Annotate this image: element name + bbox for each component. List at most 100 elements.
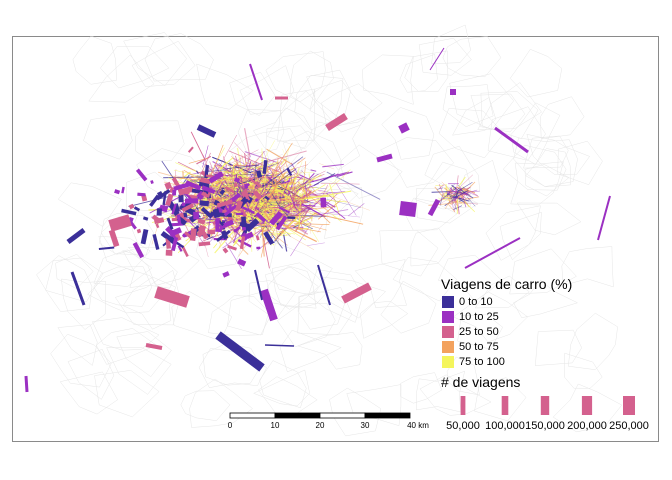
flow-line-thick [181, 201, 186, 207]
municipal-boundary [442, 36, 502, 78]
flow-line [280, 160, 285, 166]
flow-line [282, 149, 288, 163]
flow-line-thick [320, 197, 327, 208]
municipal-boundary [509, 248, 577, 295]
flow-line [193, 168, 197, 173]
flow-line [265, 232, 286, 235]
size-legend-label-4: 200,000 [567, 420, 607, 432]
flow-line [457, 187, 474, 199]
flow-line-thick [264, 195, 270, 201]
flow-line [315, 189, 370, 211]
flow-line [268, 168, 274, 175]
flow-line [441, 181, 450, 189]
flow-line [284, 179, 290, 184]
municipal-boundary [189, 378, 253, 428]
municipal-boundary [131, 40, 196, 87]
flow-line [277, 221, 317, 243]
flow-line [260, 206, 273, 213]
flow-line [206, 195, 231, 202]
scale-tick-0: 0 [227, 421, 233, 430]
flow-line-thick [262, 159, 268, 174]
flow-line-major [108, 214, 132, 232]
municipal-boundary [289, 50, 334, 110]
flow-line [206, 235, 214, 241]
flow-line-thick [275, 215, 288, 231]
flow-line-thick [256, 170, 263, 178]
municipal-boundary [438, 108, 504, 159]
flow-line [291, 173, 325, 190]
municipal-boundary [487, 106, 546, 161]
municipal-boundary [229, 71, 276, 116]
scale-segment-4 [364, 412, 411, 419]
size-legend-swatch-3 [540, 396, 550, 415]
color-legend-label-4: 50 to 75 [459, 341, 499, 353]
municipal-boundary [45, 257, 104, 303]
flow-line-major [597, 195, 611, 241]
flow-line [455, 175, 459, 195]
flow-line [258, 207, 260, 211]
flow-line [448, 189, 468, 198]
municipal-boundary [36, 255, 93, 312]
flow-line [214, 164, 222, 167]
municipal-boundary [266, 90, 333, 149]
size-legend-label-1: 50,000 [446, 420, 480, 432]
flow-line-thick [152, 233, 160, 250]
municipal-boundary [513, 137, 578, 187]
flow-line-thick [219, 189, 226, 196]
municipal-boundary [265, 51, 326, 103]
flow-line-thick [136, 228, 142, 234]
flow-line [282, 146, 290, 170]
municipal-boundary [50, 333, 112, 388]
flow-line-thick [176, 214, 182, 225]
municipal-boundary [510, 102, 561, 165]
flow-line [266, 205, 268, 211]
size-legend-label-2: 100,000 [485, 420, 525, 432]
flow-line-thick [227, 244, 237, 251]
flow-line [261, 217, 265, 257]
flow-line [267, 203, 286, 208]
flow-line-thick [128, 203, 135, 210]
flow-line [279, 190, 312, 220]
flow-line [309, 206, 321, 213]
flow-line [258, 189, 262, 194]
color-legend-label-1: 0 to 10 [459, 296, 493, 308]
flow-line [263, 189, 298, 202]
flow-line [247, 206, 291, 236]
municipal-boundary [123, 32, 188, 87]
flow-line-thick [121, 186, 125, 194]
municipal-boundary [59, 371, 118, 415]
municipal-boundary [277, 302, 336, 348]
flow-line [264, 208, 269, 220]
flow-line [257, 198, 266, 209]
flow-line-major [325, 113, 348, 131]
municipal-boundary [180, 390, 231, 421]
flow-line [460, 187, 463, 192]
flow-line [294, 205, 301, 211]
flow-line [464, 201, 476, 213]
flow-line [293, 174, 322, 192]
flow-line-thick [177, 245, 183, 252]
flow-line [294, 190, 298, 197]
flow-line-thick [187, 146, 194, 153]
flow-line [183, 170, 194, 176]
flow-line-thick [158, 204, 169, 213]
flow-line [293, 214, 304, 229]
municipal-boundary [418, 37, 472, 76]
flow-line [313, 169, 351, 205]
color-legend-swatch-5 [442, 356, 454, 368]
municipal-boundary [269, 242, 333, 296]
flow-line [247, 185, 257, 211]
flow-line [254, 177, 278, 188]
flow-line-thick [171, 222, 184, 227]
size-legend-label-3: 150,000 [525, 420, 565, 432]
municipal-boundary [523, 135, 569, 169]
flow-line [310, 169, 317, 172]
flow-line [326, 171, 381, 200]
flow-line [213, 243, 218, 249]
flow-line [254, 140, 275, 176]
size-legend-swatches [460, 396, 635, 415]
flow-line-thick [239, 236, 246, 250]
flow-line-thick [218, 224, 224, 233]
color-legend-swatch-1 [442, 296, 454, 308]
flow-line [245, 161, 279, 173]
